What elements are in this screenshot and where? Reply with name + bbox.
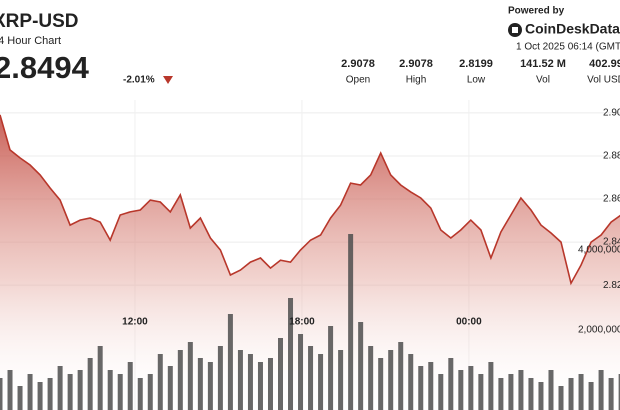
volume-bar	[418, 366, 424, 410]
volume-bar	[588, 382, 594, 410]
volume-bar	[288, 298, 294, 410]
y2-tick-label: 4,000,000	[578, 245, 620, 256]
x-tick-label: 12:00	[122, 317, 148, 328]
y2-tick-label: 2,000,000	[578, 325, 620, 336]
stat-value: 2.9078	[399, 58, 433, 70]
volume-bar	[137, 378, 143, 410]
volume-bar	[518, 370, 524, 410]
stat-value: 2.9078	[341, 58, 375, 70]
volume-bar	[478, 374, 484, 410]
volume-bar	[328, 326, 334, 410]
volume-bar	[267, 358, 273, 410]
volume-bar	[388, 350, 394, 410]
volume-bar	[97, 346, 103, 410]
volume-bar	[157, 354, 163, 410]
y-tick-label: 2.82	[603, 280, 620, 291]
stat-value: 402.99	[589, 58, 620, 70]
y-tick-label: 2.90	[603, 108, 620, 119]
stat-value: 2.8199	[459, 58, 493, 70]
volume-bar	[568, 378, 574, 410]
title: XRP-USD	[0, 11, 79, 32]
volume-bar	[618, 374, 620, 410]
volume-bar	[217, 346, 223, 410]
volume-bar	[538, 382, 544, 410]
subtitle: 24 Hour Chart	[0, 35, 61, 47]
volume-bar	[237, 350, 243, 410]
price: 2.8494	[0, 50, 90, 85]
volume-bar	[608, 378, 614, 410]
stat-label: High	[406, 75, 427, 86]
volume-bar	[247, 354, 253, 410]
volume-bar	[67, 374, 73, 410]
down-arrow	[163, 76, 173, 84]
volume-bar	[207, 362, 213, 410]
volume-bar	[57, 366, 63, 410]
stat-label: Vol USD	[587, 75, 620, 86]
volume-bar	[227, 314, 233, 410]
y-tick-label: 2.84	[603, 237, 620, 248]
volume-bar	[348, 234, 354, 410]
brand: CoinDeskData	[525, 21, 620, 37]
volume-bar	[17, 386, 23, 410]
volume-bar	[47, 378, 53, 410]
volume-bar	[398, 342, 404, 410]
volume-bar	[117, 374, 123, 410]
volume-bar	[508, 374, 514, 410]
volume-bar	[558, 386, 564, 410]
volume-bar	[498, 378, 504, 410]
volume-bar	[147, 374, 153, 410]
y-tick-label: 2.88	[603, 151, 620, 162]
volume-bar	[27, 374, 33, 410]
volume-bar	[408, 354, 414, 410]
volume-bar	[127, 362, 133, 410]
volume-bar	[37, 382, 43, 410]
volume-bar	[187, 342, 193, 410]
volume-bar	[257, 362, 263, 410]
y-tick-label: 2.86	[603, 194, 620, 205]
volume-bar	[318, 354, 324, 410]
volume-bar	[107, 370, 113, 410]
powered-by: Powered by	[508, 6, 565, 17]
volume-bar	[0, 378, 3, 410]
volume-bar	[428, 362, 434, 410]
volume-bar	[448, 358, 454, 410]
volume-bar	[438, 374, 444, 410]
volume-bar	[7, 370, 13, 410]
stats: 2.9078 Open 2.9078 High 2.8199 Low 141.52 M Vol…	[341, 58, 620, 86]
volume-bar	[578, 374, 584, 410]
timestamp: 1 Oct 2025 06:14 (GMT)	[516, 42, 620, 53]
volume-bar	[278, 338, 284, 410]
volume-bar	[308, 346, 314, 410]
volume-bar	[87, 358, 93, 410]
volume-bar	[548, 370, 554, 410]
volume-bar	[167, 366, 173, 410]
volume-bar	[378, 358, 384, 410]
volume-bar	[197, 358, 203, 410]
volume-bar	[458, 370, 464, 410]
x-tick-label: 00:00	[456, 317, 482, 328]
volume-bar	[528, 378, 534, 410]
volume-bar	[598, 370, 604, 410]
change: -2.01%	[123, 75, 155, 86]
stat-label: Open	[346, 75, 370, 86]
x-tick-label: 18:00	[289, 317, 315, 328]
stat-value: 141.52 M	[520, 58, 566, 70]
price-line	[0, 114, 620, 286]
brand-logo	[508, 23, 522, 37]
volume-bar	[77, 370, 83, 410]
price-area	[0, 114, 620, 410]
volume-bar	[488, 362, 494, 410]
volume-bar	[358, 322, 364, 410]
stat-label: Vol	[536, 75, 550, 86]
volume-bar	[177, 350, 183, 410]
stat-label: Low	[467, 75, 486, 86]
volume-bar	[298, 334, 304, 410]
plot-area: 12:00 18:00 00:00 2.90 2.88 2.86 2.84 2.82 4,000…	[0, 100, 620, 410]
volume-bar	[368, 346, 374, 410]
volume-bar	[338, 350, 344, 410]
volume-bar	[468, 366, 474, 410]
